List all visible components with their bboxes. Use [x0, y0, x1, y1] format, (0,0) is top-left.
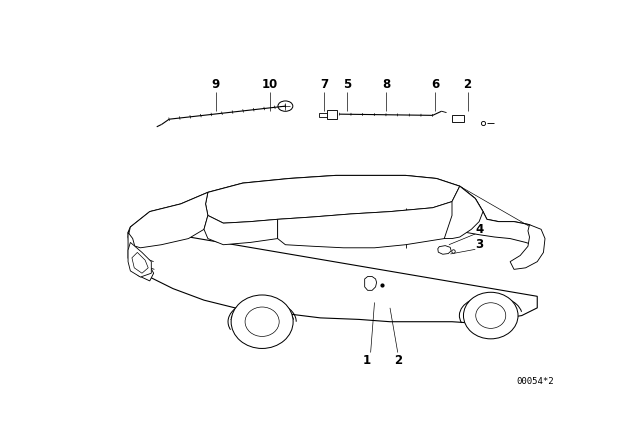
Polygon shape: [204, 215, 278, 245]
Text: 4: 4: [476, 223, 483, 236]
Text: 8: 8: [382, 78, 390, 90]
Text: 3: 3: [476, 238, 483, 251]
Polygon shape: [438, 246, 451, 254]
Ellipse shape: [463, 292, 518, 339]
Polygon shape: [444, 186, 483, 238]
Polygon shape: [327, 110, 337, 119]
Text: 1: 1: [363, 354, 371, 367]
Text: 6: 6: [431, 78, 439, 90]
Ellipse shape: [476, 303, 506, 328]
Text: 00054*2: 00054*2: [516, 377, 554, 386]
Polygon shape: [365, 276, 376, 290]
Polygon shape: [128, 242, 151, 277]
Polygon shape: [510, 225, 545, 269]
Ellipse shape: [245, 307, 279, 336]
Polygon shape: [452, 115, 465, 122]
Text: 2: 2: [463, 78, 472, 90]
Polygon shape: [319, 113, 327, 117]
Polygon shape: [460, 186, 537, 246]
Text: 9: 9: [211, 78, 220, 90]
Polygon shape: [128, 233, 154, 281]
Polygon shape: [278, 202, 460, 248]
Polygon shape: [132, 252, 148, 273]
Text: 5: 5: [343, 78, 351, 90]
Ellipse shape: [231, 295, 293, 349]
Polygon shape: [128, 192, 208, 248]
Polygon shape: [205, 176, 460, 223]
Text: 2: 2: [394, 354, 402, 367]
Text: 7: 7: [320, 78, 328, 90]
Text: 10: 10: [262, 78, 278, 90]
Polygon shape: [128, 176, 537, 323]
